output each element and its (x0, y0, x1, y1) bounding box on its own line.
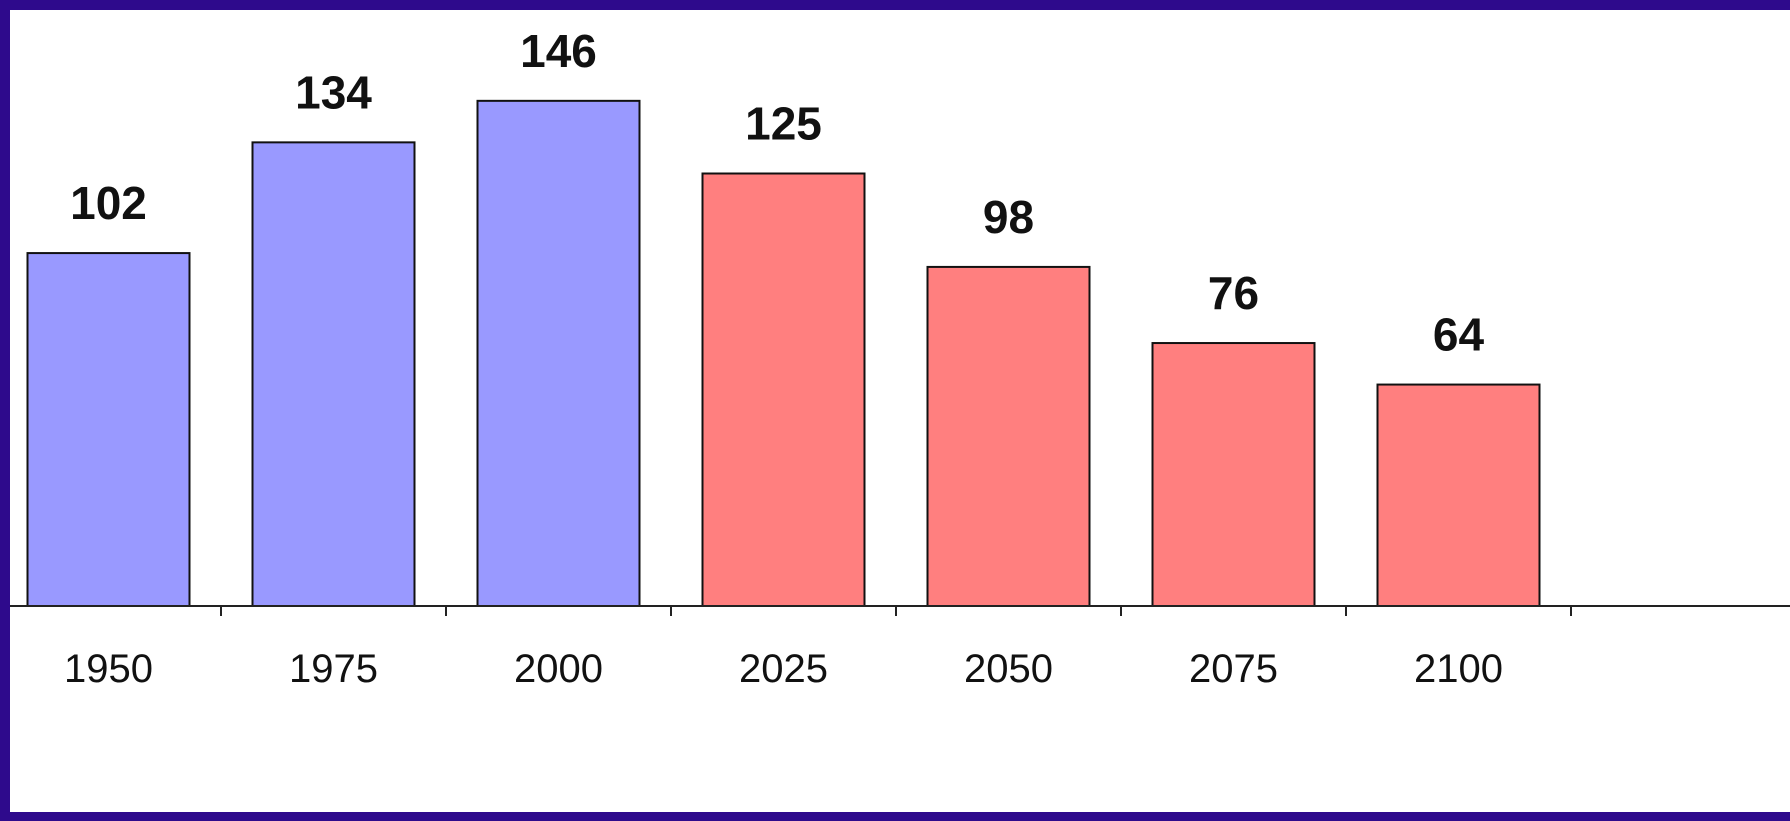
data-label-1950: 102 (70, 177, 147, 229)
data-label-2000: 146 (520, 25, 597, 77)
data-labels-layer: 102 134 146 125 98 76 64 (70, 25, 1484, 361)
data-label-2075: 76 (1208, 267, 1259, 319)
bar-2000 (476, 99, 641, 607)
bar-2050 (926, 265, 1091, 607)
data-label-1975: 134 (295, 66, 372, 118)
bar-2075 (1151, 342, 1316, 607)
x-tick-labels-layer: 1950 1975 2000 2025 2050 2075 2100 (64, 647, 1503, 691)
bar-chart: 102 134 146 125 98 76 64 1950 1975 2000 2025 2050 2… (10, 25, 1790, 691)
data-label-2050: 98 (983, 191, 1034, 243)
bar-2100 (1376, 383, 1541, 607)
data-label-2100: 64 (1433, 309, 1485, 361)
x-tick-label-2050: 2050 (964, 647, 1053, 691)
bars-layer (26, 99, 1541, 608)
bar-1950 (26, 252, 191, 608)
chart-frame: 102 134 146 125 98 76 64 1950 1975 2000 2025 2050 2… (10, 10, 1790, 812)
x-tick-label-2075: 2075 (1189, 647, 1278, 691)
x-tick-label-2025: 2025 (739, 647, 828, 691)
x-ticks-layer (220, 606, 1572, 616)
bar-1975 (251, 141, 416, 608)
x-tick-label-2100: 2100 (1414, 647, 1503, 691)
data-label-2025: 125 (745, 98, 822, 150)
x-tick-label-2000: 2000 (514, 647, 603, 691)
x-tick-label-1975: 1975 (289, 647, 378, 691)
x-tick-label-1950: 1950 (64, 647, 153, 691)
bar-2025 (701, 172, 866, 607)
